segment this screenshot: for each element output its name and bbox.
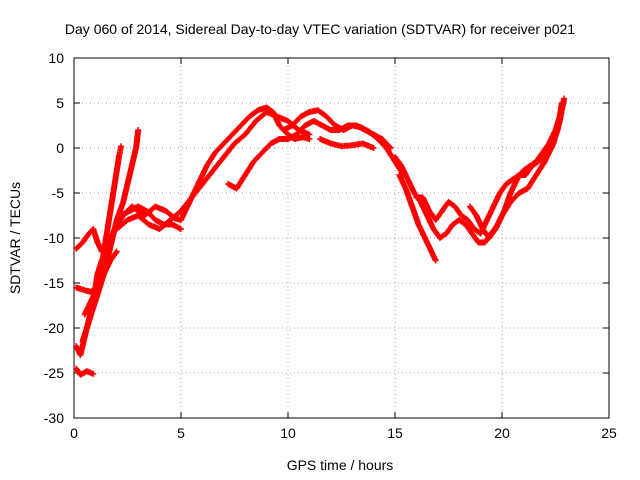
- series-s11: [317, 136, 377, 151]
- grid: [74, 58, 609, 418]
- y-axis-label: SDTVAR / TECUs: [7, 182, 23, 294]
- tick-labels: 0 5 10 15 20 25 -30 -25 -20 -15 -10 -5 0 5 10: [44, 50, 617, 441]
- series-markers: [74, 365, 97, 378]
- series-s1: [74, 365, 97, 378]
- y-tick-label: 0: [56, 140, 64, 156]
- series-markers: [317, 136, 377, 151]
- x-tick-label: 15: [387, 425, 403, 441]
- x-tick-label: 10: [280, 425, 296, 441]
- y-tick-label: 10: [48, 50, 64, 66]
- x-tick-label: 5: [177, 425, 185, 441]
- data-marks: [74, 95, 568, 378]
- x-tick-label: 20: [494, 425, 510, 441]
- series-s13: [396, 172, 439, 264]
- y-tick-label: -15: [44, 275, 64, 291]
- series-markers: [396, 172, 439, 264]
- series-markers: [466, 95, 568, 241]
- series-s15: [466, 95, 568, 241]
- series-markers: [74, 226, 105, 255]
- y-tick-label: -20: [44, 320, 64, 336]
- series-s8: [113, 109, 313, 232]
- series-markers: [113, 109, 313, 232]
- plot-frame: [73, 57, 610, 419]
- y-tick-label: -25: [44, 365, 64, 381]
- x-tick-label: 25: [601, 425, 617, 441]
- x-axis-label: GPS time / hours: [287, 457, 394, 473]
- y-tick-label: -10: [44, 230, 64, 246]
- y-tick-label: -5: [52, 185, 65, 201]
- x-tick-label: 0: [70, 425, 78, 441]
- series-s3: [74, 226, 105, 255]
- y-tick-label: 5: [56, 95, 64, 111]
- chart-title: Day 060 of 2014, Sidereal Day-to-day VTE…: [65, 21, 575, 37]
- y-tick-label: -30: [44, 410, 64, 426]
